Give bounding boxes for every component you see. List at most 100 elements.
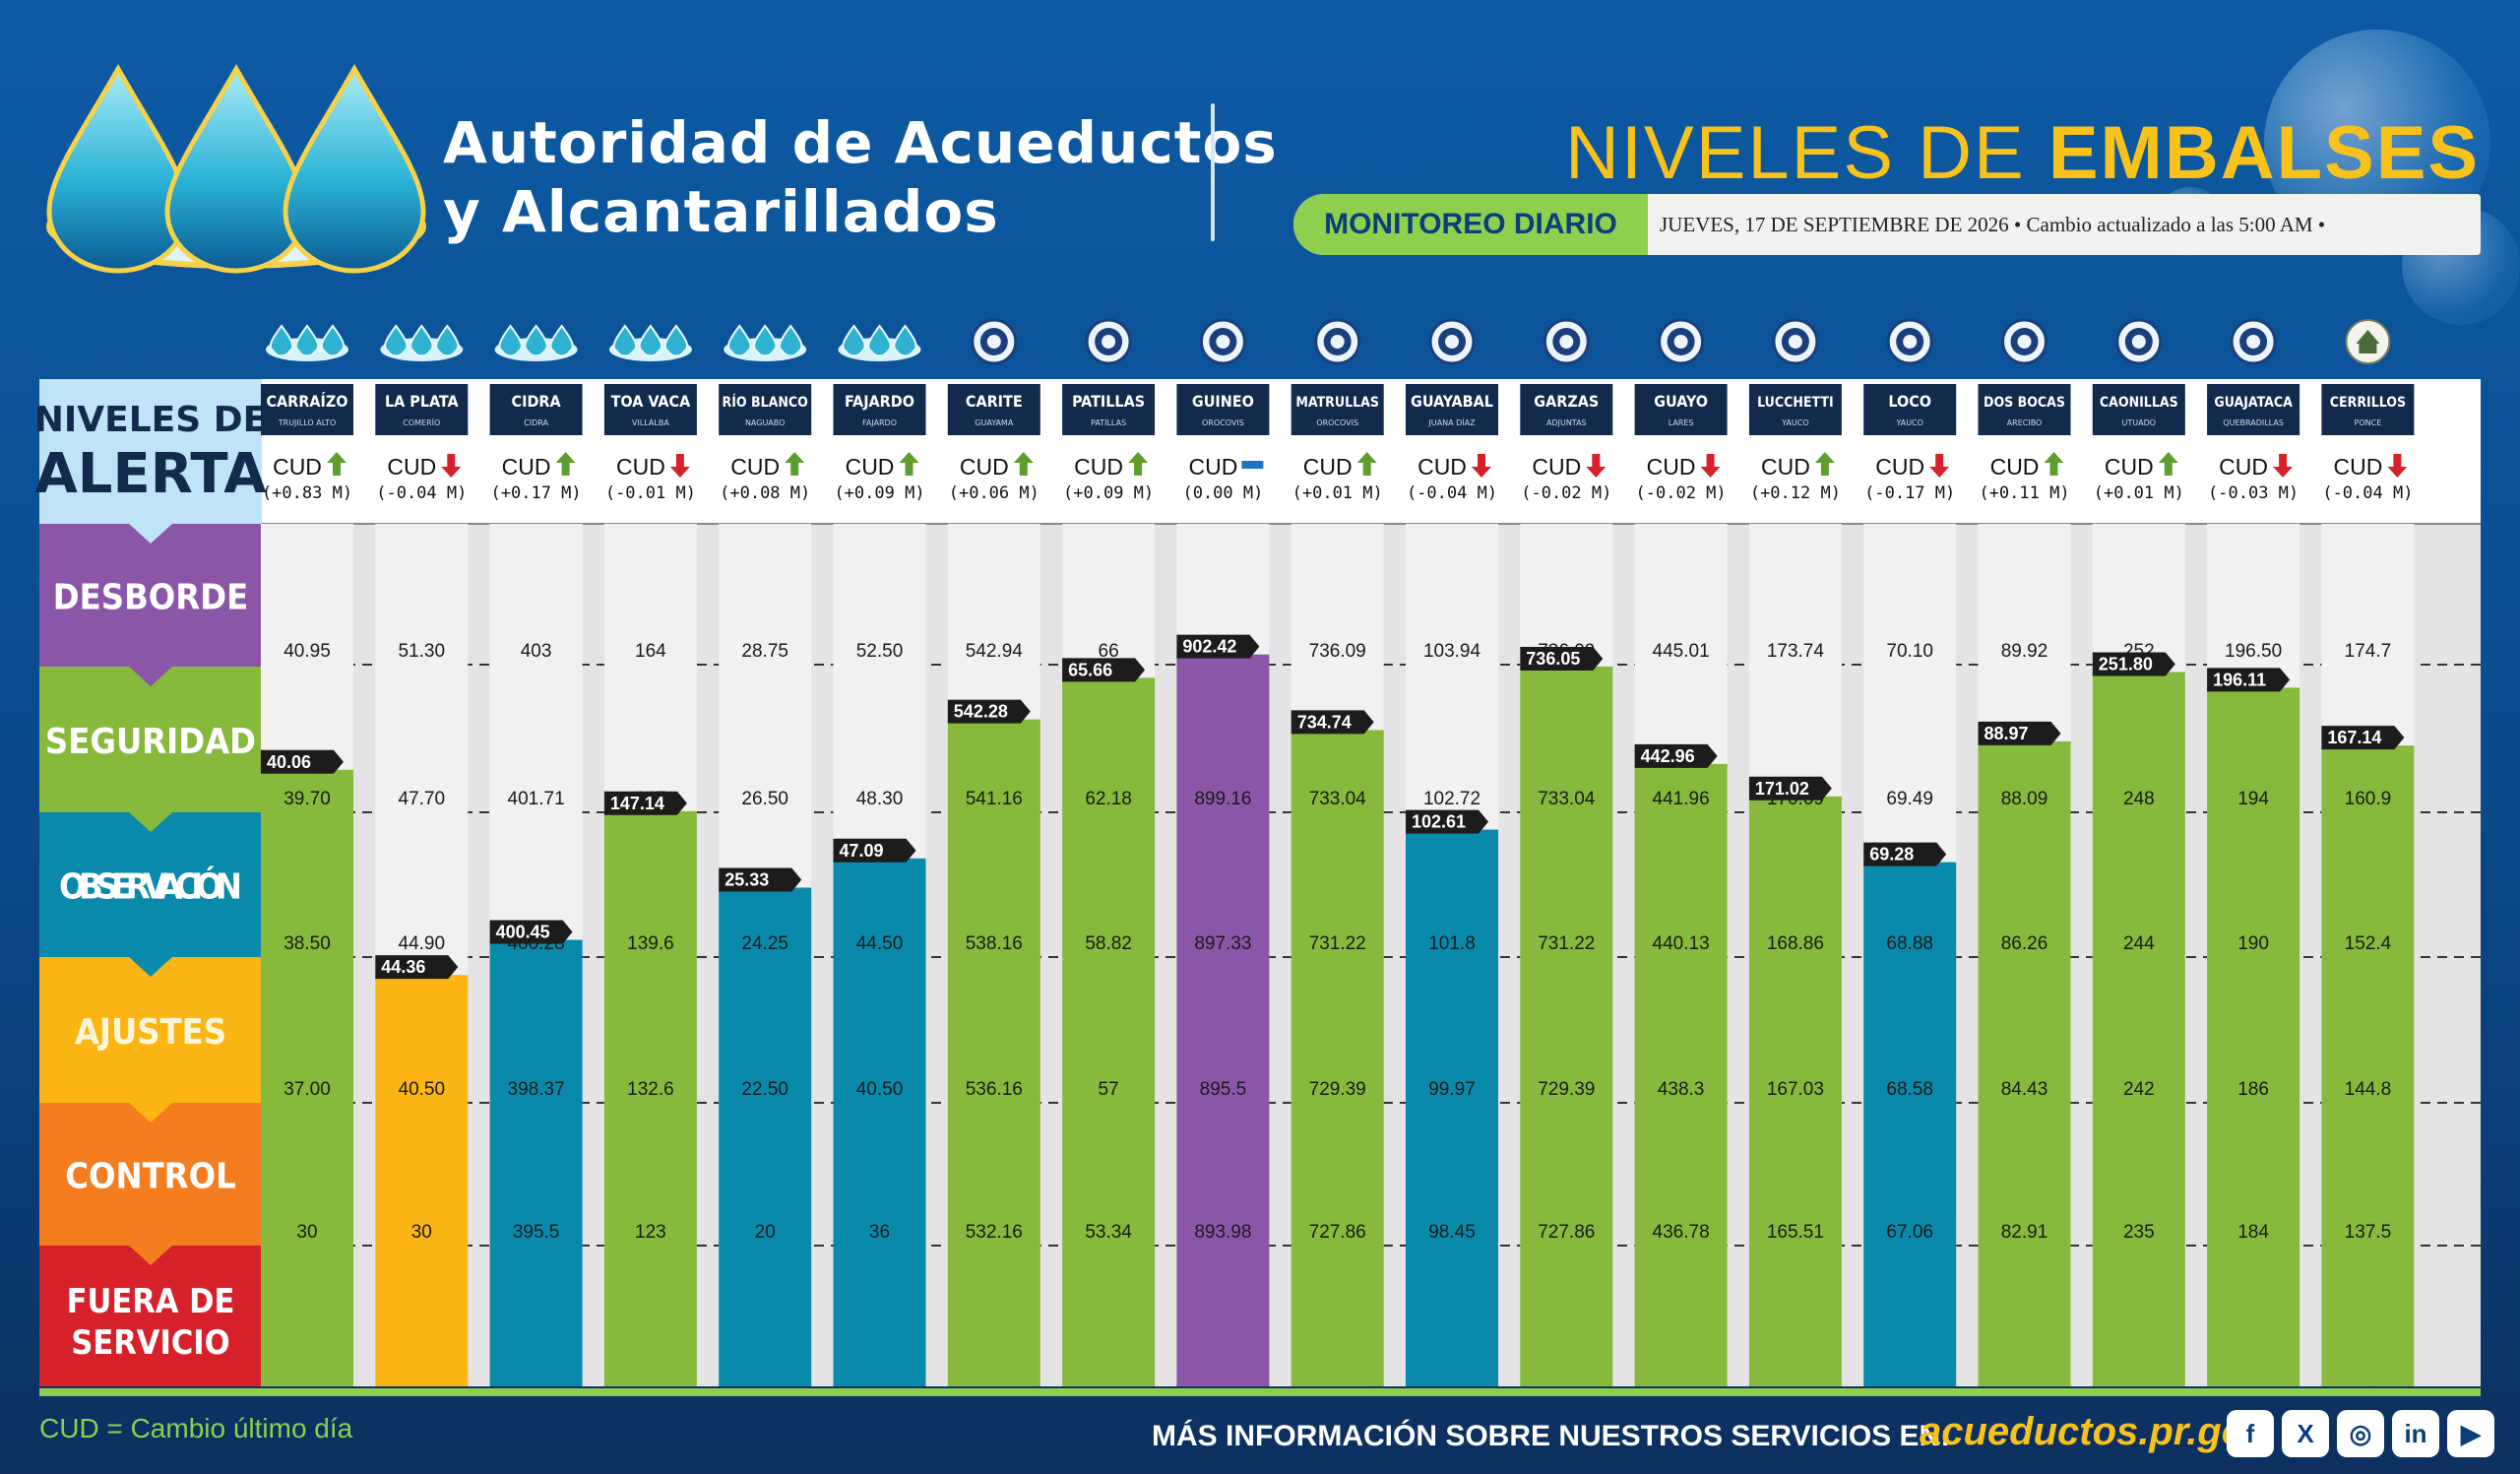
- level-tag: [1406, 809, 1488, 834]
- reservoir-name: CERRILLOS: [2330, 395, 2406, 411]
- threshold-value: 101.8: [1428, 933, 1476, 954]
- facebook-icon[interactable]: f: [2227, 1410, 2274, 1457]
- legend-notch: [129, 524, 172, 544]
- title-part1: NIVELES DE: [1565, 111, 2026, 195]
- seal-icon: [1772, 318, 1819, 365]
- cud-label: CUD: [2105, 454, 2154, 480]
- level-bar: [1863, 862, 1957, 1386]
- instagram-icon[interactable]: ◎: [2337, 1410, 2384, 1457]
- water-drops-logo: [46, 63, 426, 274]
- cud-label: CUD: [2333, 454, 2382, 480]
- threshold-value: 68.58: [1886, 1079, 1933, 1100]
- threshold-value: 736.09: [1309, 641, 1366, 662]
- trend-up-icon: [785, 452, 805, 476]
- legend-band-observacion: [39, 812, 262, 957]
- threshold-value: 733.04: [1538, 789, 1596, 809]
- reservoir-header: [833, 384, 926, 435]
- cud-value: (+0.83 M): [262, 483, 352, 503]
- threshold-value: 403: [521, 641, 552, 662]
- cud-value: (-0.04 M): [2322, 483, 2413, 503]
- threshold-value: 62.18: [1085, 789, 1132, 809]
- level-value: 196.11: [2213, 670, 2266, 689]
- threshold-value: 536.16: [966, 1079, 1023, 1100]
- legend-notch: [129, 1246, 172, 1265]
- threshold-value: 67.06: [1886, 1222, 1933, 1243]
- threshold-value: 102.72: [1423, 789, 1480, 809]
- youtube-icon[interactable]: ▶: [2447, 1410, 2494, 1457]
- threshold-value: 532.16: [966, 1222, 1023, 1243]
- reservoir-header: [2092, 384, 2185, 435]
- threshold-value: 123: [635, 1222, 666, 1243]
- level-value: 88.97: [1984, 724, 2029, 743]
- legend-notch: [129, 1103, 172, 1122]
- level-value: 40.06: [267, 752, 311, 772]
- trend-down-icon: [1929, 454, 1950, 478]
- trend-down-icon: [669, 454, 690, 478]
- reservoir-header: [1062, 384, 1156, 435]
- level-bar: [261, 769, 353, 1386]
- threshold-value: 167.03: [1767, 1079, 1824, 1100]
- threshold-value: 244: [2123, 933, 2155, 954]
- reservoir-town: OROCOVIS: [1316, 418, 1358, 427]
- reservoir-town: JUANA DÍAZ: [1427, 417, 1476, 427]
- page-title: NIVELES DE EMBALSES: [1565, 110, 2480, 196]
- reservoir-name: CARRAÍZO: [266, 392, 347, 411]
- level-tag: [375, 955, 459, 980]
- trend-down-icon: [2273, 454, 2294, 478]
- reservoir-name: GUINEO: [1192, 392, 1254, 411]
- reservoir-name: MATRULLAS: [1295, 395, 1379, 411]
- threshold-value: 144.8: [2345, 1079, 2392, 1100]
- linkedin-icon[interactable]: in: [2392, 1410, 2439, 1457]
- threshold-value: 44.50: [856, 933, 904, 954]
- level-bar: [1062, 677, 1156, 1386]
- threshold-value: 88.09: [2001, 789, 2048, 809]
- seal-icon: [971, 318, 1018, 365]
- trend-up-icon: [2044, 452, 2064, 476]
- threshold-value: 51.30: [399, 641, 446, 662]
- alert-legend-title-2: ALERTA: [34, 442, 267, 506]
- threshold-value: 538.16: [966, 933, 1023, 954]
- cud-value: (+0.09 M): [1063, 483, 1154, 503]
- level-value: 147.14: [610, 794, 664, 813]
- water-waves-icon: [608, 324, 692, 361]
- threshold-value: 89.92: [2001, 641, 2048, 662]
- level-tag: [2092, 652, 2175, 676]
- threshold-value: 53.34: [1085, 1222, 1132, 1243]
- reservoir-header: [2321, 384, 2415, 435]
- level-tag: [1863, 842, 1947, 866]
- threshold-value: 165.51: [1767, 1222, 1824, 1243]
- legend-label-control: CONTROL: [65, 1157, 236, 1197]
- reservoir-name: LA PLATA: [385, 392, 460, 411]
- reservoir-town: PATILLAS: [1091, 418, 1126, 427]
- seal-icon: [1428, 318, 1476, 365]
- cud-label: CUD: [730, 454, 780, 480]
- threshold-value: 69.49: [1886, 789, 1933, 809]
- level-tag: [603, 791, 687, 815]
- website-link[interactable]: acueductos.pr.gov: [1920, 1410, 2268, 1453]
- threshold-value: 39.70: [284, 789, 331, 809]
- x-icon[interactable]: X: [2282, 1410, 2329, 1457]
- level-bar: [833, 858, 926, 1386]
- threshold-value: 132.6: [627, 1079, 674, 1100]
- threshold-value: 84.43: [2001, 1079, 2048, 1100]
- level-bar: [947, 719, 1040, 1386]
- threshold-value: 47.70: [399, 789, 446, 809]
- threshold-value: 731.22: [1309, 933, 1366, 954]
- legend-label-seguridad: SEGURIDAD: [45, 722, 256, 762]
- water-waves-icon: [724, 324, 807, 361]
- threshold-value: 186: [2237, 1079, 2269, 1100]
- reservoir-header: [1406, 384, 1498, 435]
- reservoir-name: DOS BOCAS: [1984, 395, 2065, 411]
- reservoir-name: CARITE: [966, 392, 1023, 411]
- threshold-value: 152.4: [2345, 933, 2392, 954]
- trend-up-icon: [555, 452, 576, 476]
- reservoir-header: [489, 384, 583, 435]
- reservoir-header: [1291, 384, 1384, 435]
- reservoir-column: CARITE GUAYAMA CUD (+0.06 M) 542.94 541.16 538…: [947, 384, 1040, 1386]
- threshold-value: 66: [1099, 641, 1119, 662]
- threshold-value: 48.30: [856, 789, 904, 809]
- threshold-value: 137.5: [2345, 1222, 2392, 1243]
- level-value: 171.02: [1755, 779, 1809, 799]
